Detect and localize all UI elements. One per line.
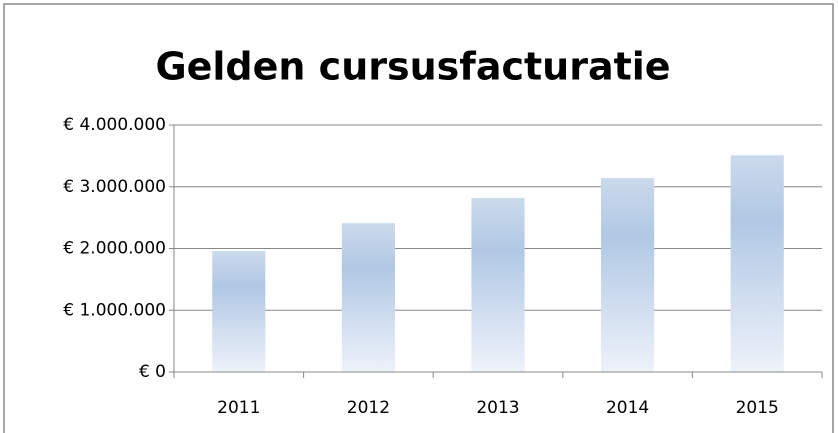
chart-frame xyxy=(3,3,834,433)
bar xyxy=(212,250,266,372)
bar xyxy=(341,223,395,372)
y-tick-label: € 0 xyxy=(139,362,166,382)
chart-title: Gelden cursusfacturatie xyxy=(155,45,670,89)
y-tick-label: € 1.000.000 xyxy=(63,300,166,320)
x-tick-label: 2011 xyxy=(217,398,260,418)
x-tick-label: 2013 xyxy=(476,398,519,418)
bar xyxy=(730,155,784,372)
y-tick-label: € 3.000.000 xyxy=(63,177,166,197)
y-tick-label: € 2.000.000 xyxy=(63,239,166,259)
y-tick-label: € 4.000.000 xyxy=(63,115,166,135)
bar xyxy=(471,197,525,372)
x-tick-label: 2014 xyxy=(606,398,649,418)
x-tick-label: 2012 xyxy=(347,398,390,418)
x-tick-label: 2015 xyxy=(736,398,779,418)
bar xyxy=(601,178,655,372)
